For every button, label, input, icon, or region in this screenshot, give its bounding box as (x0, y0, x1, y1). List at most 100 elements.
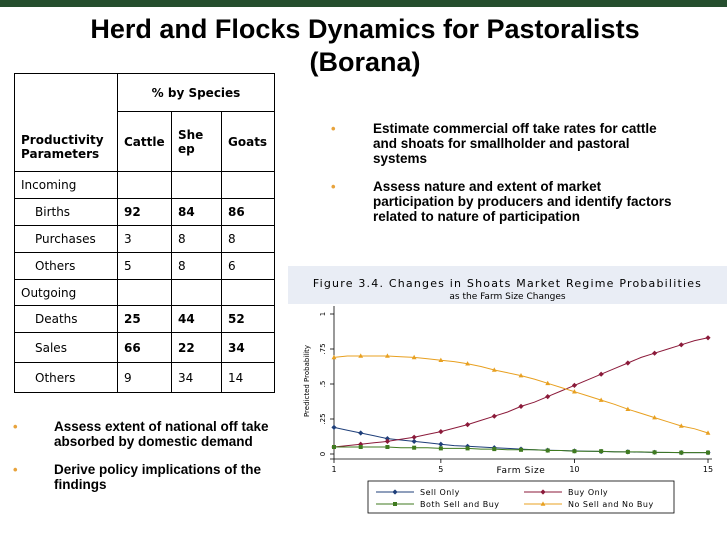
table-row: Others 9 34 14 (14, 362, 275, 393)
cell-sheep (171, 171, 222, 199)
data-point (332, 445, 336, 449)
chart-panel: Figure 3.4. Changes in Shoats Market Reg… (288, 266, 727, 522)
data-point (652, 415, 657, 420)
data-point (438, 446, 443, 451)
cell-goats (221, 279, 275, 306)
row-label: Deaths (14, 305, 118, 333)
legend-box (367, 480, 675, 514)
series-buy-only (331, 335, 711, 450)
data-point (438, 357, 444, 362)
cell-sheep: 34 (171, 362, 222, 393)
data-point (518, 373, 524, 378)
right-bullet-list: • Estimate commercial off take rates for … (331, 121, 681, 237)
col-header-cattle: Cattle (117, 111, 172, 172)
row-label: Sales (14, 332, 118, 363)
data-point (385, 353, 390, 358)
data-point (705, 430, 711, 435)
cell-cattle: 25 (117, 305, 172, 333)
probability-line-chart: Figure 3.4. Changes in Shoats Market Reg… (288, 277, 727, 522)
series-no-sell-and-no-buy (331, 353, 711, 435)
data-point (706, 450, 710, 455)
data-point (545, 448, 550, 453)
cell-goats: 8 (221, 225, 275, 253)
cell-goats: 14 (221, 362, 275, 393)
x-tick-label: 5 (438, 465, 443, 474)
data-point (625, 406, 631, 411)
data-point (572, 389, 577, 394)
top-accent-bar (0, 0, 727, 7)
data-point (678, 342, 684, 348)
table-row: Incoming (14, 171, 275, 199)
data-point (599, 449, 604, 454)
cell-cattle: 66 (117, 332, 172, 363)
cell-cattle (117, 279, 172, 306)
data-point (652, 450, 657, 455)
bullet-dot: • (13, 419, 18, 434)
cell-sheep: 84 (171, 198, 222, 226)
data-point (519, 447, 523, 452)
cell-goats: 52 (221, 305, 275, 333)
bullet-item: • Assess extent of national off take abso… (13, 419, 269, 449)
chart-subtitle: as the Farm Size Changes (449, 292, 566, 302)
param-header: Productivity Parameters (21, 133, 104, 161)
data-point (411, 354, 417, 360)
cell-goats: 86 (221, 198, 275, 226)
y-axis-label: Predicted Probability (303, 345, 311, 417)
data-point (651, 350, 658, 356)
data-point (540, 489, 546, 495)
productivity-table: Productivity Parameters % by Species Cat… (14, 73, 275, 393)
bullet-item: • Derive policy implications of the findi… (13, 462, 262, 492)
col-header-goats: Goats (221, 111, 275, 172)
row-label: Births (14, 198, 118, 226)
data-point (358, 353, 364, 358)
data-point (331, 424, 337, 430)
cell-cattle: 92 (117, 198, 172, 226)
row-label: Purchases (14, 225, 118, 253)
y-tick-label: .25 (319, 413, 327, 424)
cell-sheep (171, 279, 222, 306)
data-point (412, 445, 417, 450)
data-point (465, 361, 470, 366)
y-tick-label: .5 (319, 381, 327, 388)
cell-cattle: 3 (117, 225, 172, 253)
col-header-sheep: Sheep (171, 111, 222, 172)
data-point (572, 449, 577, 454)
page-title: Herd and Flocks Dynamics for Pastoralist… (40, 13, 690, 79)
y-tick-label: 1 (319, 312, 327, 316)
chart-title: Figure 3.4. Changes in Shoats Market Reg… (313, 277, 702, 290)
row-label: Incoming (14, 171, 118, 199)
data-point (625, 449, 630, 454)
row-label: Others (14, 362, 118, 393)
series-both-sell-and-buy (332, 445, 710, 455)
data-point (491, 413, 497, 419)
data-point (385, 445, 390, 449)
cell-goats: 6 (221, 252, 275, 280)
data-point (358, 430, 364, 436)
x-tick-label: 10 (569, 465, 579, 474)
title-line-2: (Borana) (309, 47, 421, 77)
cell-sheep: 8 (171, 252, 222, 280)
data-point (545, 394, 551, 400)
cell-cattle: 5 (117, 252, 172, 280)
data-point (491, 367, 497, 372)
table-row: Outgoing (14, 279, 275, 306)
data-point (598, 397, 604, 402)
data-point (598, 371, 604, 377)
bullet-dot: • (331, 179, 336, 194)
row-label: Others (14, 252, 118, 280)
cell-cattle (117, 171, 172, 199)
data-point (625, 360, 631, 366)
y-tick-label: .75 (319, 343, 327, 354)
bullet-item: • Estimate commercial off take rates for … (331, 121, 657, 166)
cell-goats: 34 (221, 332, 275, 363)
data-point (571, 382, 578, 388)
table-row: Sales 66 22 34 (14, 332, 275, 363)
x-tick-label: 15 (703, 465, 713, 474)
cell-sheep: 22 (171, 332, 222, 363)
bullet-dot: • (13, 462, 18, 477)
data-point (678, 423, 684, 428)
data-point (465, 446, 470, 451)
table-body: Incoming Births 92 84 86 Purchases 3 8 8 Others 5 8… (14, 171, 275, 393)
table-row: Others 5 8 6 (14, 252, 275, 280)
data-point (358, 445, 363, 449)
